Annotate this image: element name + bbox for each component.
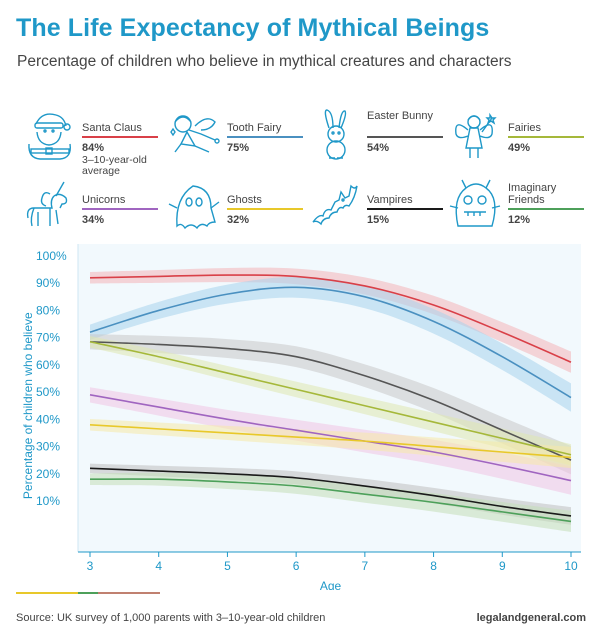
series-line	[89, 394, 572, 482]
legend-label: Easter Bunny	[367, 110, 434, 122]
legend-item-santa-claus: Santa Claus 84% 3–10-year-old average	[20, 108, 160, 177]
bat-icon	[305, 178, 363, 230]
x-tick-label: 3	[87, 559, 94, 573]
source-note: Source: UK survey of 1,000 parents with …	[16, 612, 326, 624]
legend-label: Vampires	[367, 194, 413, 206]
legend-item-unicorns: Unicorns 34%	[20, 178, 160, 238]
legend-percent: 84%	[82, 142, 105, 154]
legend-label: Tooth Fairy	[227, 122, 282, 134]
footer-accent-yellow	[16, 592, 78, 594]
tooth-fairy-icon	[165, 108, 223, 160]
y-axis-label: Percentage of children who believe	[21, 312, 35, 499]
monster-icon	[446, 178, 504, 230]
legend-label: Unicorns	[82, 194, 126, 206]
legend-percent: 32%	[227, 214, 250, 226]
x-tick-label: 6	[293, 559, 300, 573]
ghost-icon	[165, 178, 223, 230]
series-line	[89, 467, 572, 517]
footer-accent-green	[78, 592, 98, 594]
series-line	[89, 340, 572, 461]
legend-item-fairies: Fairies 49%	[446, 108, 586, 168]
series-line	[89, 423, 572, 459]
chart-subtitle: Percentage of children who believe in my…	[17, 53, 512, 70]
legend-percent: 49%	[508, 142, 531, 154]
chart-title: The Life Expectancy of Mythical Beings	[16, 14, 490, 42]
x-tick-label: 10	[564, 559, 578, 573]
legend-item-imaginary-friends: Imaginary Friends 12%	[446, 178, 586, 238]
y-tick-label: 50%	[36, 385, 60, 399]
confidence-band	[90, 276, 571, 412]
legend-label: Ghosts	[227, 194, 262, 206]
x-axis-label: Age	[320, 579, 342, 590]
legend-label: Fairies	[508, 122, 542, 134]
legend-percent: 75%	[227, 142, 250, 154]
series-line	[89, 274, 572, 363]
series-lines	[89, 274, 572, 523]
x-tick-label: 4	[155, 559, 162, 573]
x-tick-label: 8	[430, 559, 437, 573]
legend-line-swatch	[227, 208, 303, 210]
y-tick-label: 20%	[36, 467, 60, 481]
life-expectancy-chart: 10% 20% 30% 40% 50% 60% 70% 80% 90% 100% 3 4 5 6 7 8 9 10…	[21, 244, 581, 590]
santa-icon	[20, 108, 78, 160]
legend-line-swatch	[82, 208, 158, 210]
series-line	[89, 340, 572, 456]
y-tick-label: 90%	[36, 276, 60, 290]
legend-item-tooth-fairy: Tooth Fairy 75%	[165, 108, 305, 168]
y-tick-label: 30%	[36, 440, 60, 454]
x-tick-label: 9	[499, 559, 506, 573]
fairy-icon	[446, 108, 504, 160]
legend-item-ghosts: Ghosts 32%	[165, 178, 305, 238]
legend-line-swatch	[367, 208, 443, 210]
axes: 10% 20% 30% 40% 50% 60% 70% 80% 90% 100% 3 4 5 6 7 8 9 10…	[21, 244, 581, 590]
y-tick-label: 40%	[36, 412, 60, 426]
legend-note: 3–10-year-old average	[82, 154, 147, 177]
y-tick-label: 10%	[36, 494, 60, 508]
legend-item-vampires: Vampires 15%	[305, 178, 445, 238]
legend-percent: 34%	[82, 214, 105, 226]
x-tick-label: 5	[224, 559, 231, 573]
site-link[interactable]: legalandgeneral.com	[476, 612, 586, 624]
legend-percent: 54%	[367, 142, 390, 154]
unicorn-icon	[20, 178, 78, 230]
footer-accent-rose	[98, 592, 160, 594]
legend-label: Santa Claus	[82, 122, 142, 134]
legend-percent: 12%	[508, 214, 531, 226]
legend-label: Imaginary Friends	[508, 182, 557, 206]
series-line	[89, 286, 572, 399]
confidence-band	[90, 472, 571, 533]
legend-line-swatch	[82, 136, 158, 138]
legend-line-swatch	[508, 136, 584, 138]
legend-item-easter-bunny: Easter Bunny 54%	[305, 108, 445, 168]
series-line	[89, 478, 572, 523]
x-tick-label: 7	[362, 559, 369, 573]
legend-percent: 15%	[367, 214, 390, 226]
y-tick-label: 60%	[36, 358, 60, 372]
legend-line-swatch	[367, 136, 443, 138]
legend-line-swatch	[227, 136, 303, 138]
y-tick-label: 80%	[36, 303, 60, 317]
legend-line-swatch	[508, 208, 584, 210]
y-tick-label: 70%	[36, 331, 60, 345]
y-tick-label: 100%	[36, 249, 67, 263]
bunny-icon	[305, 108, 363, 160]
